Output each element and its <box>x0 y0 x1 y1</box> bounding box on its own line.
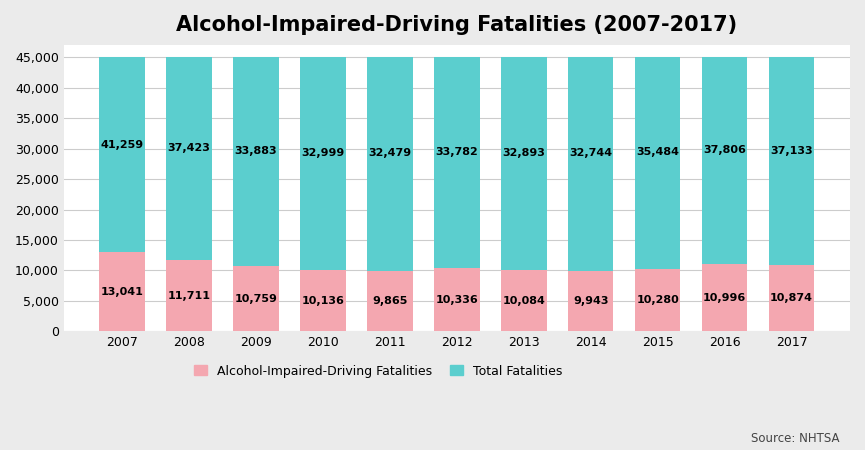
Text: 32,744: 32,744 <box>569 148 612 158</box>
Title: Alcohol-Impaired-Driving Fatalities (2007-2017): Alcohol-Impaired-Driving Fatalities (200… <box>176 15 738 35</box>
Text: 10,280: 10,280 <box>637 295 679 305</box>
Bar <box>166 57 212 260</box>
Text: 13,041: 13,041 <box>101 287 144 297</box>
Bar <box>769 57 814 265</box>
Text: 37,806: 37,806 <box>703 145 746 155</box>
Bar <box>300 57 346 270</box>
Bar <box>367 271 413 332</box>
Text: 10,084: 10,084 <box>503 296 545 306</box>
Legend: Alcohol-Impaired-Driving Fatalities, Total Fatalities: Alcohol-Impaired-Driving Fatalities, Tot… <box>189 360 567 382</box>
Bar <box>769 265 814 332</box>
Bar <box>99 252 145 332</box>
Bar <box>234 57 279 266</box>
Bar <box>702 265 747 332</box>
Bar <box>166 260 212 332</box>
Text: 11,711: 11,711 <box>168 291 211 301</box>
Text: 41,259: 41,259 <box>100 140 144 150</box>
Text: Source: NHTSA: Source: NHTSA <box>751 432 839 446</box>
Text: 10,336: 10,336 <box>435 295 478 305</box>
Text: 10,759: 10,759 <box>234 294 278 304</box>
Text: 37,423: 37,423 <box>168 144 210 153</box>
Bar <box>568 57 613 271</box>
Bar <box>702 57 747 265</box>
Bar <box>99 57 145 252</box>
Text: 37,133: 37,133 <box>770 146 813 156</box>
Text: 32,893: 32,893 <box>503 148 545 158</box>
Text: 35,484: 35,484 <box>636 147 679 158</box>
Text: 10,996: 10,996 <box>703 293 746 303</box>
Bar <box>434 57 479 269</box>
Bar <box>501 57 547 270</box>
Text: 9,943: 9,943 <box>573 296 608 306</box>
Bar <box>568 271 613 332</box>
Text: 32,479: 32,479 <box>368 148 412 158</box>
Bar <box>635 269 681 332</box>
Bar <box>300 270 346 332</box>
Bar <box>501 270 547 332</box>
Text: 10,136: 10,136 <box>302 296 344 306</box>
Bar <box>635 57 681 269</box>
Text: 33,782: 33,782 <box>435 147 478 157</box>
Text: 10,874: 10,874 <box>770 293 813 303</box>
Bar <box>234 266 279 332</box>
Text: 9,865: 9,865 <box>372 297 407 306</box>
Text: 32,999: 32,999 <box>301 148 344 158</box>
Bar <box>367 57 413 271</box>
Bar <box>434 269 479 332</box>
Text: 33,883: 33,883 <box>234 146 278 156</box>
